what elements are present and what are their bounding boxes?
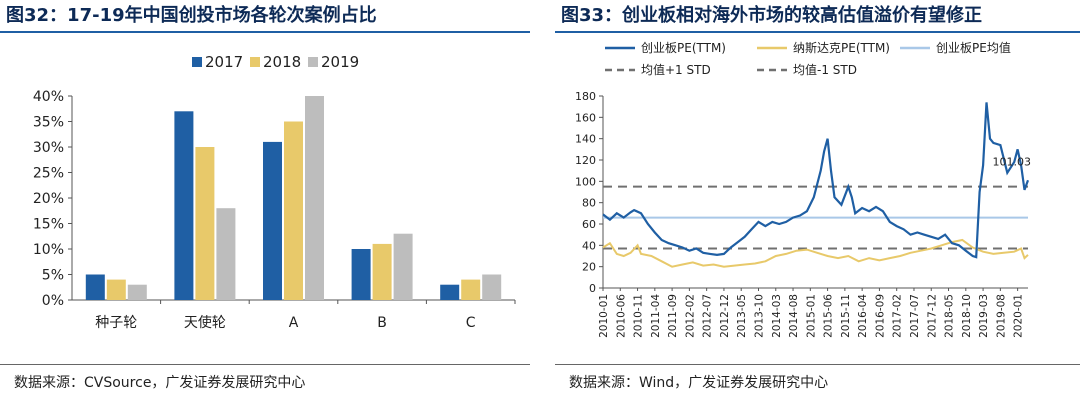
- y-tick-label: 15%: [33, 217, 64, 233]
- x-tick-label: 2014-03: [771, 294, 783, 338]
- bar-2018-C: [461, 279, 481, 300]
- chinext-pe-line: [602, 102, 1030, 259]
- bar-2018-A: [284, 121, 303, 300]
- x-tick-label: 2019-03: [978, 294, 990, 338]
- line-chart: 0 20 40 60 80 100 120 140 160 180 2010-01 2010-06 20…: [575, 40, 1032, 338]
- bar-chart: 0% 5% 10% 15% 20% 25% 30% 35% 40% 种子轮 天使轮 A B C 2017 20…: [33, 53, 516, 331]
- x-tick-label: 2010-01: [598, 294, 610, 338]
- x-tick-label: 2015-01: [805, 294, 817, 338]
- x-tick-label: 种子轮: [95, 315, 137, 331]
- x-tick-label: 2018-10: [961, 294, 973, 338]
- bar-2019-B: [393, 233, 413, 300]
- source-rule: [555, 364, 1080, 365]
- y-tick-label: 35%: [33, 115, 64, 131]
- title-rule: [0, 31, 530, 33]
- legend-label-创业板PE均值: 创业板PE均值: [936, 40, 1011, 55]
- x-tick-label: B: [377, 315, 387, 331]
- nasdaq-pe-line: [602, 238, 1029, 268]
- title-rule: [555, 31, 1080, 33]
- x-tick-label: 2011-09: [667, 294, 679, 338]
- y-tick-label: 40%: [33, 89, 64, 105]
- x-tick-label: 2012-12: [719, 294, 731, 338]
- y-tick-label: 30%: [33, 140, 64, 156]
- legend-label-均值+1 STD: 均值+1 STD: [641, 62, 711, 77]
- bar-2018-B: [372, 243, 392, 300]
- bar-2017-种子轮: [85, 274, 105, 300]
- x-tick-label: 2018-05: [944, 294, 956, 338]
- legend-label-创业板PE(TTM): 创业板PE(TTM): [641, 41, 726, 55]
- end-value-label: 101.03: [993, 155, 1032, 168]
- figure-title: 图32：17-19年中国创投市场各轮次案例占比: [6, 5, 377, 26]
- x-tick-label: 2012-02: [684, 294, 696, 338]
- y-tick-label: 120: [575, 154, 596, 167]
- y-tick-label: 0%: [42, 293, 64, 309]
- bar-2017-C: [440, 284, 460, 300]
- bar-2018-种子轮: [106, 279, 126, 300]
- x-tick-label: 2012-07: [702, 294, 714, 338]
- x-tick-label: 2015-06: [823, 294, 835, 338]
- x-tick-label: 2019-08: [995, 294, 1007, 338]
- y-tick-label: 25%: [33, 166, 64, 182]
- y-tick-label: 10%: [33, 242, 64, 258]
- x-tick-label: 2014-08: [788, 294, 800, 338]
- x-tick-label: A: [289, 315, 299, 331]
- y-tick-label: 80: [582, 197, 596, 210]
- y-tick-label: 60: [582, 218, 596, 231]
- figure-title: 图33：创业板相对海外市场的较高估值溢价有望修正: [561, 5, 983, 26]
- left-panel: 图32：17-19年中国创投市场各轮次案例占比 0% 5% 10% 15% 20% 25%…: [0, 0, 530, 408]
- x-tick-label: 2016-09: [874, 294, 886, 338]
- x-tick-label: 2020-01: [1013, 294, 1025, 338]
- legend-label-均值-1 STD: 均值-1 STD: [793, 62, 857, 77]
- bar-2017-B: [351, 249, 371, 300]
- legend-swatch-2019: [308, 57, 318, 67]
- y-tick-label: 5%: [42, 268, 64, 284]
- bar-2017-天使轮: [174, 111, 194, 300]
- legend-label-2018: 2018: [263, 53, 301, 71]
- x-tick-label: 2013-05: [736, 294, 748, 338]
- x-tick-label: 2016-04: [857, 294, 869, 338]
- source-rule: [0, 364, 530, 365]
- x-tick-label: C: [466, 315, 476, 331]
- x-tick-label: 2010-06: [615, 294, 627, 338]
- y-tick-label: 180: [575, 90, 596, 103]
- bar-2018-天使轮: [195, 147, 215, 300]
- source-note: 数据来源：Wind，广发证券发展研究中心: [569, 375, 829, 391]
- bar-2019-种子轮: [127, 284, 147, 300]
- x-tick-label: 2013-10: [753, 294, 765, 338]
- bar-2017-A: [263, 141, 282, 300]
- x-tick-label: 2017-12: [926, 294, 938, 338]
- legend-label-2017: 2017: [205, 53, 243, 71]
- x-tick-label: 2017-07: [909, 294, 921, 338]
- source-note: 数据来源：CVSource，广发证券发展研究中心: [14, 375, 306, 391]
- x-tick-label: 2011-04: [650, 294, 662, 338]
- y-tick-label: 140: [575, 133, 596, 146]
- y-tick-label: 40: [582, 239, 596, 252]
- y-tick-label: 20: [582, 261, 596, 274]
- y-tick-label: 100: [575, 175, 596, 188]
- legend-swatch-2017: [192, 57, 202, 67]
- x-tick-label: 2017-02: [892, 294, 904, 338]
- y-tick-label: 160: [575, 111, 596, 124]
- legend-label-2019: 2019: [321, 53, 359, 71]
- bar-2019-C: [482, 274, 502, 300]
- right-panel: 图33：创业板相对海外市场的较高估值溢价有望修正 0 20 40 60 80 100 120…: [555, 0, 1080, 408]
- y-tick-label: 0: [589, 282, 596, 295]
- legend-swatch-2018: [250, 57, 260, 67]
- x-tick-label: 2010-11: [633, 294, 645, 338]
- y-tick-label: 20%: [33, 191, 64, 207]
- bar-2019-A: [305, 96, 324, 300]
- x-tick-label: 2015-11: [840, 294, 852, 338]
- x-tick-label: 天使轮: [184, 314, 226, 331]
- legend-label-纳斯达克PE(TTM): 纳斯达克PE(TTM): [793, 41, 890, 55]
- bar-2019-天使轮: [216, 208, 236, 300]
